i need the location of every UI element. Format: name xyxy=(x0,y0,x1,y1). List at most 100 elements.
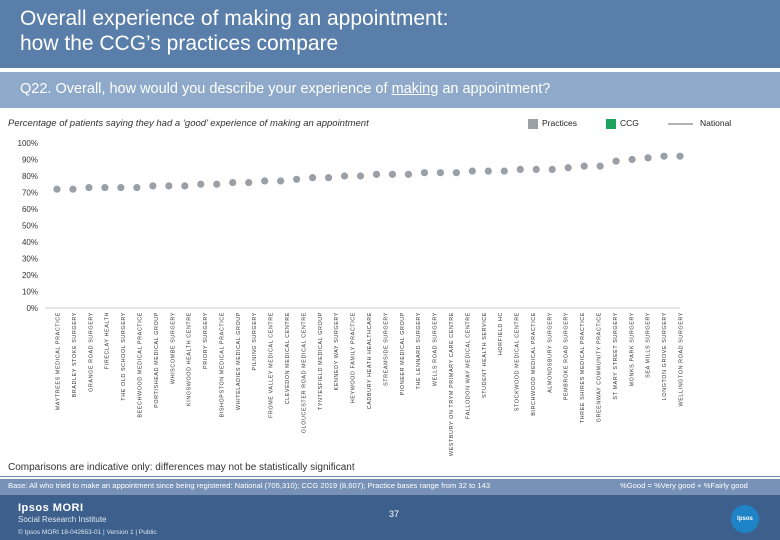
practice-point xyxy=(85,183,93,192)
practice-point xyxy=(500,167,508,175)
y-tick-label: 100% xyxy=(18,139,38,148)
category-label: ST MARY STREET SURGERY xyxy=(613,312,619,400)
category-label: STUDENT HEALTH SERVICE xyxy=(482,312,488,398)
page-number: 37 xyxy=(388,509,399,519)
practice-point xyxy=(580,162,588,170)
category-label: HORFIELD HC xyxy=(498,312,504,355)
category-label: THREE SHIRES MEDICAL PRACTICE xyxy=(580,312,586,423)
practice-point xyxy=(532,165,540,173)
practice-point xyxy=(516,165,524,173)
category-label: PIONEER MEDICAL GROUP xyxy=(400,312,406,395)
practice-point xyxy=(245,179,253,187)
category-label: TYNTESFIELD MEDICAL GROUP xyxy=(318,312,324,410)
category-label: BEECHWOOD MEDICAL PRACTICE xyxy=(137,312,143,418)
question-prefix: Q22. Overall, how would you describe you… xyxy=(20,81,392,97)
y-tick-label: 80% xyxy=(22,172,38,181)
legend-national-label: National xyxy=(700,118,732,128)
practice-point xyxy=(468,167,476,175)
practice-point xyxy=(69,185,77,193)
y-tick-label: 0% xyxy=(26,304,38,313)
practice-point xyxy=(388,170,397,178)
practice-point xyxy=(149,182,157,190)
practice-point xyxy=(181,182,189,190)
category-label: WESTBURY ON TRYM PRIMARY CARE CENTRE xyxy=(449,312,455,456)
category-label: STOCKWOOD MEDICAL CENTRE xyxy=(515,312,521,411)
question-underlined: making xyxy=(391,81,439,97)
practice-point xyxy=(340,172,349,180)
footer-divider xyxy=(0,476,780,477)
category-label: WELLINGTON ROAD SURGERY xyxy=(679,312,685,406)
category-label: WELLS ROAD SURGERY xyxy=(433,312,439,386)
category-label: HEYWOOD FAMILY PRACTICE xyxy=(351,312,357,403)
practice-point xyxy=(356,172,365,180)
practice-point xyxy=(261,177,269,185)
practice-point xyxy=(676,152,684,160)
category-label: BRADLEY STOKE SURGERY xyxy=(72,312,78,397)
y-tick-label: 10% xyxy=(22,288,38,297)
question-suffix: an appointment? xyxy=(438,81,551,97)
legend-practices-label: Practices xyxy=(542,118,577,128)
practice-point xyxy=(420,169,429,177)
category-label: GRANGE ROAD SURGERY xyxy=(88,312,94,392)
practice-point xyxy=(628,155,636,164)
practice-point xyxy=(548,165,556,173)
category-label: THE LENNARD SURGERY xyxy=(416,312,422,390)
category-label: WHISCOMBE SURGERY xyxy=(170,312,176,384)
y-tick-label: 90% xyxy=(22,156,38,165)
category-label: PEMBROKE ROAD SURGERY xyxy=(564,312,570,400)
practice-point xyxy=(308,174,317,182)
practice-point xyxy=(117,183,125,192)
title-line-1: Overall experience of making an appointm… xyxy=(20,7,449,30)
category-label: KENNEDY WAY SURGERY xyxy=(334,312,340,391)
category-label: MONKS PARK SURGERY xyxy=(629,312,635,386)
practice-point xyxy=(53,185,61,193)
footer-band xyxy=(0,495,780,540)
practice-point xyxy=(484,167,492,175)
category-label: BISHOPSTON MEDICAL PRACTICE xyxy=(219,312,225,417)
y-tick-label: 50% xyxy=(22,222,38,231)
base-band xyxy=(0,479,780,495)
comparison-note: Comparisons are indicative only: differe… xyxy=(8,462,355,473)
corner-logo: Ipsos xyxy=(731,505,759,533)
category-label: KINGSWOOD HEALTH CENTRE xyxy=(187,312,193,406)
chart-subtitle: Percentage of patients saying they had a… xyxy=(8,118,369,129)
category-label: PRIORY SURGERY xyxy=(203,312,209,369)
legend-swatches xyxy=(528,119,693,129)
legend-ccg-label: CCG xyxy=(620,118,639,128)
category-label: FROME VALLEY MEDICAL CENTRE xyxy=(269,312,275,418)
category-label: MAYTREES MEDICAL PRACTICE xyxy=(56,312,62,410)
y-tick-label: 30% xyxy=(22,255,38,264)
practice-point xyxy=(644,154,652,162)
y-tick-label: 60% xyxy=(22,205,38,214)
category-label: WHITELADIES MEDICAL GROUP xyxy=(236,312,242,410)
practice-point xyxy=(436,169,444,177)
category-label: CADBURY HEATH HEALTHCARE xyxy=(367,312,373,409)
category-label: LONGTON GROVE SURGERY xyxy=(662,312,668,400)
practice-point xyxy=(101,183,109,192)
category-label: ALMONDSBURY SURGERY xyxy=(547,312,553,393)
practice-point xyxy=(596,162,604,170)
category-label: GLOUCESTER ROAD MEDICAL CENTRE xyxy=(301,312,307,433)
practice-point xyxy=(197,180,205,188)
practice-point xyxy=(165,182,173,190)
y-tick-label: 40% xyxy=(22,238,38,247)
copyright: © Ipsos MORI 18-042653-01 | Version 1 | … xyxy=(18,529,157,536)
header-band xyxy=(0,0,780,68)
category-label: STREAMSIDE SURGERY xyxy=(383,312,389,386)
base-text: Base: All who tried to make an appointme… xyxy=(8,481,491,490)
category-label: SEA MILLS SURGERY xyxy=(646,312,652,378)
practice-point xyxy=(404,170,413,178)
category-label: PORTISHEAD MEDICAL GROUP xyxy=(154,312,160,408)
page-title: Overall experience of making an appointm… xyxy=(20,6,740,56)
practice-point xyxy=(372,170,381,178)
ipsos-logo: Ipsos MORI xyxy=(18,502,84,514)
legend-ccg-swatch xyxy=(606,119,616,129)
question-text: Q22. Overall, how would you describe you… xyxy=(20,81,550,97)
practice-point xyxy=(612,157,620,165)
practice-point xyxy=(324,174,333,182)
legend-practices-swatch xyxy=(528,119,538,129)
practice-scatter-chart: 0% 10% 20% 30% 40% 50% 60% 70% 80% 90% 100% MAYTREE… xyxy=(18,139,685,456)
title-line-2: how the CCG’s practices compare xyxy=(20,32,339,55)
category-label: THE OLD SCHOOL SURGERY xyxy=(121,312,127,401)
practice-point xyxy=(133,183,141,192)
